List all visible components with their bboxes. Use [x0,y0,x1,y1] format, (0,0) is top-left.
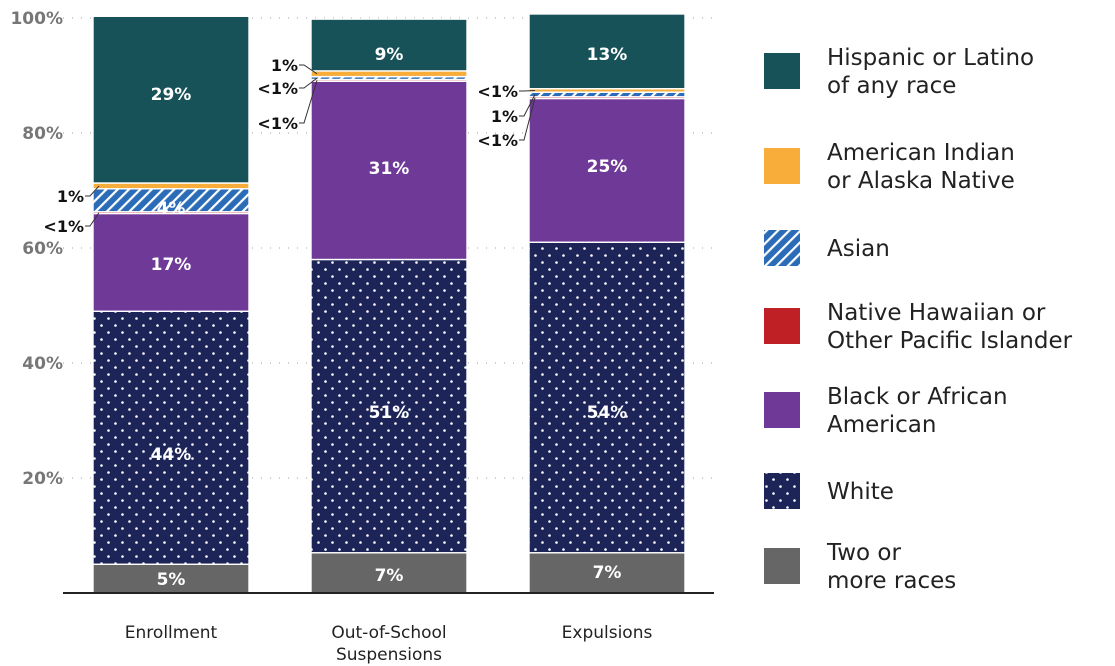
leader-line [85,212,100,227]
data-label: 7% [375,566,404,586]
y-tick-label: 80% [22,124,63,144]
data-label: 29% [151,85,192,105]
bar-segment [310,552,468,594]
data-label: 44% [151,445,192,465]
bars: 5% 44% 17% 4% 29% 7% 51% 31% 9% 7% 54% 25% 13% [92,13,686,594]
data-label: 5% [157,570,186,590]
bar-segment [310,70,468,78]
legend-label: of any race [827,73,956,99]
legend-label: American [827,412,936,438]
legend-label: Black or African [827,384,1008,410]
legend-swatch [764,548,800,584]
legend-label: Two or [826,540,902,566]
data-label: 9% [375,45,404,65]
leader-line [519,89,536,92]
callout-label: <1% [477,131,518,150]
legend-label: or Alaska Native [827,168,1015,194]
legend-swatch [764,473,800,509]
x-category-label: Out-of-School [331,623,446,643]
data-label: 7% [593,563,622,583]
legend-label: more races [827,568,956,594]
leader-line [519,94,536,117]
x-category-label: Enrollment [125,623,218,643]
legend-swatch [764,53,800,89]
callout-label: <1% [477,82,518,101]
y-tick-label: 20% [22,469,63,489]
y-axis-ticks: 20% 40% 60% 80% 100% [10,9,63,489]
data-label: 17% [151,255,192,275]
bar-segment [528,97,686,243]
bar-segment [310,258,468,554]
data-label: 25% [587,157,628,177]
bar-segment [92,212,250,312]
legend-label: Asian [827,236,890,262]
leader-line [519,97,536,141]
callout-label: 1% [57,187,84,206]
legend-label: Native Hawaiian or [827,300,1046,326]
legend-label: White [827,479,894,505]
callout-label: <1% [43,217,84,236]
callout-label: 1% [491,107,518,126]
legend-label: American Indian [827,140,1015,166]
leader-line [299,64,318,75]
leader-line [299,80,318,124]
x-category-label: Expulsions [562,623,653,643]
y-tick-label: 40% [22,354,63,374]
legend-label: Other Pacific Islander [827,328,1073,354]
callout-labels: 1% <1% 1% <1% <1% <1% 1% <1% [43,56,536,236]
y-tick-label: 60% [22,239,63,259]
legend-swatch [764,148,800,184]
legend-swatch [764,392,800,428]
bar-segment [310,80,468,261]
bar-segment [92,310,250,565]
leader-line [85,185,100,197]
leader-line [299,77,318,89]
bar-segment [528,241,686,554]
data-label: 31% [369,159,410,179]
bar-segment [92,15,250,184]
callout-label: <1% [257,79,298,98]
bar-segment [92,182,250,190]
y-tick-label: 100% [10,9,63,29]
data-label: 51% [369,403,410,423]
x-category-label: Suspensions [336,645,442,665]
data-label: 4% [157,199,186,219]
legend-swatch [764,230,800,266]
bar-segment [528,552,686,594]
data-label: 54% [587,403,628,423]
legend-label: Hispanic or Latino [827,45,1034,71]
legend-swatch [764,308,800,344]
bar-segment [310,18,468,72]
bar-segment [528,13,686,90]
callout-label: <1% [257,114,298,133]
data-label: 13% [587,45,628,65]
callout-label: 1% [271,56,298,75]
